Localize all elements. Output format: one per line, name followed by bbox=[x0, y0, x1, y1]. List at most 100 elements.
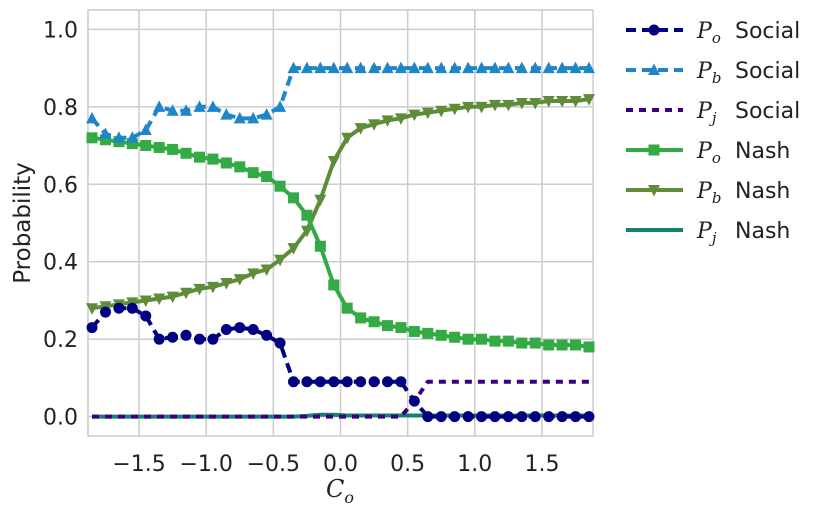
x-tick-labels: −1.5 −1.0 −0.5 0.0 0.5 1.0 1.5 bbox=[112, 452, 559, 477]
data-point bbox=[381, 115, 394, 127]
y-tick-label: 0.0 bbox=[43, 406, 78, 431]
data-point bbox=[261, 329, 273, 341]
data-point bbox=[408, 61, 421, 74]
y-tick-label: 0.4 bbox=[43, 251, 78, 276]
legend-label: Nash bbox=[735, 219, 790, 244]
data-point bbox=[355, 312, 367, 324]
x-tick-label: 0.0 bbox=[323, 452, 358, 477]
data-point bbox=[582, 61, 595, 74]
data-point bbox=[435, 105, 448, 118]
data-point bbox=[207, 333, 219, 345]
y-tick-label: 1.0 bbox=[43, 18, 78, 43]
data-point bbox=[260, 108, 273, 120]
legend-item: Pb Social bbox=[626, 59, 800, 87]
y-tick-labels: 0.0 0.2 0.4 0.6 0.8 1.0 bbox=[43, 18, 78, 430]
data-point bbox=[583, 341, 595, 353]
legend-symbol: Pb bbox=[696, 179, 721, 207]
data-point bbox=[476, 411, 488, 423]
series-b-nash bbox=[86, 94, 595, 315]
x-tick-label: 0.5 bbox=[390, 452, 425, 477]
data-point bbox=[247, 324, 259, 335]
y-tick-label: 0.2 bbox=[43, 328, 78, 353]
legend-marker bbox=[648, 24, 660, 36]
data-point bbox=[475, 101, 488, 114]
data-point bbox=[153, 141, 165, 153]
data-point bbox=[582, 94, 595, 106]
data-point bbox=[139, 123, 152, 136]
data-point bbox=[180, 147, 192, 159]
legend-symbol: Po bbox=[696, 19, 721, 47]
data-point bbox=[166, 291, 179, 304]
data-point bbox=[234, 161, 246, 173]
y-tick-label: 0.8 bbox=[43, 96, 78, 121]
data-point bbox=[220, 324, 232, 335]
data-point bbox=[435, 411, 447, 423]
data-point bbox=[166, 104, 179, 116]
data-point bbox=[287, 376, 299, 388]
x-axis-label: Co bbox=[326, 475, 354, 507]
data-point bbox=[86, 111, 99, 124]
legend-label: Social bbox=[735, 59, 800, 84]
x-tick-label: −1.5 bbox=[112, 452, 165, 477]
legend-symbol: Pb bbox=[696, 59, 721, 87]
data-point bbox=[422, 327, 434, 339]
data-point bbox=[516, 411, 528, 423]
data-point bbox=[489, 411, 501, 423]
data-point bbox=[408, 109, 421, 122]
data-point bbox=[233, 111, 246, 124]
data-point bbox=[274, 337, 286, 349]
data-point bbox=[381, 61, 394, 74]
data-point bbox=[462, 333, 474, 345]
data-point bbox=[569, 61, 582, 74]
data-point bbox=[422, 411, 434, 423]
data-point bbox=[341, 302, 353, 314]
data-point bbox=[354, 123, 367, 135]
data-point bbox=[300, 61, 313, 74]
legend-marker bbox=[648, 185, 660, 197]
data-point bbox=[516, 337, 528, 349]
data-point bbox=[515, 97, 528, 110]
series-j-social bbox=[92, 379, 589, 419]
data-point bbox=[488, 61, 501, 74]
data-point bbox=[180, 104, 193, 116]
data-point bbox=[247, 167, 259, 179]
series-line bbox=[92, 379, 589, 419]
data-point bbox=[421, 107, 434, 120]
data-point bbox=[328, 279, 340, 291]
data-point bbox=[529, 97, 542, 110]
x-tick-label: 1.5 bbox=[524, 452, 559, 477]
data-point bbox=[543, 411, 555, 423]
data-point bbox=[220, 278, 233, 290]
data-point bbox=[314, 61, 327, 74]
data-point bbox=[382, 320, 394, 332]
data-point bbox=[301, 209, 313, 221]
data-point bbox=[206, 100, 219, 112]
data-point bbox=[140, 310, 152, 322]
data-point bbox=[556, 61, 569, 74]
data-point bbox=[261, 171, 273, 183]
data-point bbox=[193, 100, 206, 112]
data-point bbox=[86, 132, 98, 144]
data-point bbox=[448, 61, 461, 74]
x-tick-label: −0.5 bbox=[247, 452, 300, 477]
data-point bbox=[327, 156, 340, 168]
data-point bbox=[153, 100, 166, 112]
data-point bbox=[502, 411, 514, 423]
data-point bbox=[300, 225, 313, 238]
data-point bbox=[394, 113, 407, 125]
data-point bbox=[543, 339, 555, 351]
data-point bbox=[99, 134, 111, 146]
data-point bbox=[314, 376, 326, 388]
data-point bbox=[247, 268, 260, 280]
data-point bbox=[193, 333, 205, 345]
data-point bbox=[234, 322, 246, 334]
data-point bbox=[542, 61, 555, 74]
data-point bbox=[489, 335, 501, 347]
data-point bbox=[475, 61, 488, 74]
legend-item: Pb Nash bbox=[626, 179, 790, 207]
data-point bbox=[274, 100, 287, 112]
data-point bbox=[354, 61, 367, 74]
data-point bbox=[462, 101, 475, 114]
data-point bbox=[301, 376, 313, 388]
